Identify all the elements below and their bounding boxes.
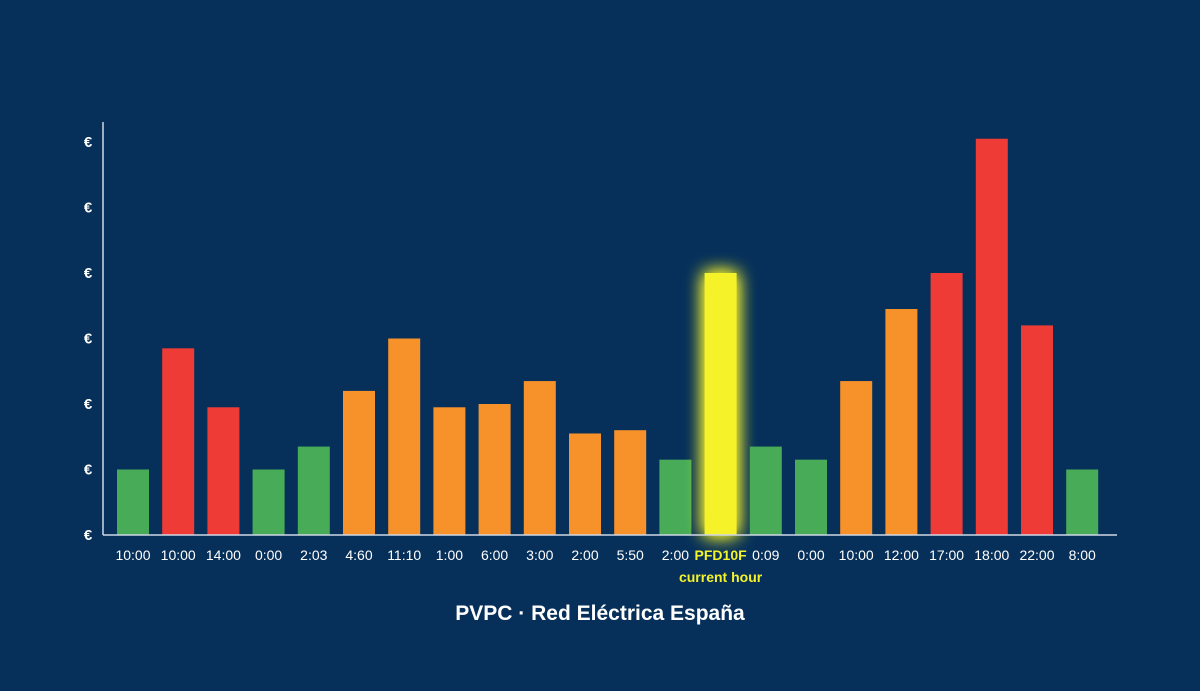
x-tick-label: 22:00 <box>1019 547 1054 563</box>
bar <box>433 407 466 535</box>
y-tick-label: € <box>84 331 93 348</box>
x-tick-label: 2:00 <box>662 547 689 563</box>
x-tick-label: 0:09 <box>752 547 779 563</box>
x-tick-label: 0:00 <box>255 547 282 563</box>
x-tick-label: 10:00 <box>839 547 874 563</box>
bar <box>885 309 918 535</box>
x-tick-label: 0:00 <box>797 547 824 563</box>
x-tick-label: 4:60 <box>345 547 372 563</box>
bar <box>252 469 285 535</box>
x-tick-label: 2:03 <box>300 547 327 563</box>
y-axis: € € € € € € € <box>84 122 104 544</box>
bar <box>523 381 556 535</box>
x-tick-label: 12:00 <box>884 547 919 563</box>
bar <box>840 381 873 535</box>
chart-footer: PVPC · Red Eléctrica España <box>455 602 745 625</box>
bar <box>1021 325 1053 535</box>
x-tick-label: 5:50 <box>617 547 644 563</box>
bar <box>117 469 149 535</box>
y-tick-label: € <box>84 200 93 217</box>
bar <box>478 404 511 535</box>
bar <box>749 446 782 535</box>
bar <box>930 273 963 535</box>
bar <box>975 138 1008 535</box>
bar <box>1066 469 1099 535</box>
y-tick-label: € <box>84 134 93 151</box>
x-axis: 10:00 10:00 14:00 0:00 2:03 4:60 11:10 1:00 6:00… <box>103 534 1117 563</box>
x-tick-label: 10:00 <box>115 547 150 563</box>
x-tick-label: 3:00 <box>526 547 553 563</box>
bar <box>795 459 827 535</box>
bars <box>117 138 1099 535</box>
x-tick-label: 1:00 <box>436 547 463 563</box>
x-tick-label: 8:00 <box>1069 547 1096 563</box>
y-tick-label: € <box>84 527 93 544</box>
bar <box>659 459 692 535</box>
bar <box>614 430 647 535</box>
x-tick-label: 10:00 <box>161 547 196 563</box>
x-tick-label: 11:10 <box>387 547 421 563</box>
x-tick-label: 14:00 <box>206 547 241 563</box>
y-tick-label: € <box>84 396 93 413</box>
bar <box>388 338 421 535</box>
bar <box>207 407 240 535</box>
x-tick-label: 2:00 <box>571 547 598 563</box>
x-tick-label: 17:00 <box>929 547 964 563</box>
bar-current-hour <box>704 273 737 535</box>
y-tick-label: € <box>84 462 93 479</box>
bar <box>343 390 375 535</box>
bar <box>569 433 601 535</box>
bar <box>297 446 330 535</box>
x-tick-label-current: PFD10F <box>695 547 748 563</box>
bar <box>162 348 195 535</box>
x-tick-label: 6:00 <box>481 547 508 563</box>
current-hour-annotation: current hour <box>679 569 763 585</box>
y-tick-label: € <box>84 265 93 282</box>
x-tick-label: 18:00 <box>974 547 1009 563</box>
